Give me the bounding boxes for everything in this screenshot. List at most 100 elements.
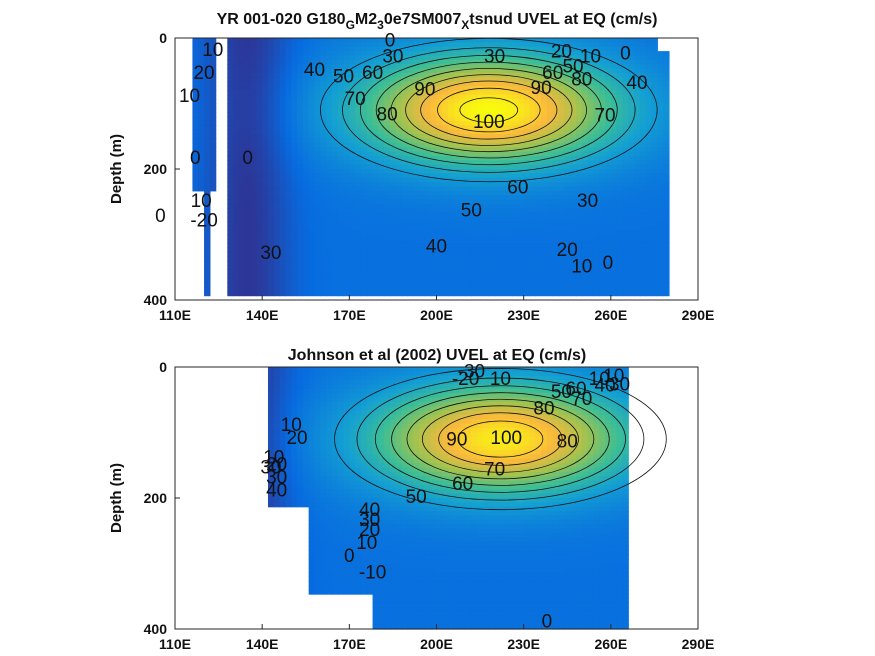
field-cell [523, 64, 531, 70]
field-cell [360, 208, 368, 214]
field-cell [302, 449, 310, 455]
field-cell [314, 151, 321, 157]
field-cell [599, 142, 606, 148]
field-cell [308, 190, 316, 196]
field-cell [291, 51, 298, 57]
field-cell [279, 125, 287, 131]
field-cell [238, 51, 246, 57]
field-cell [204, 251, 211, 257]
field-cell [453, 107, 461, 113]
field-cell [355, 147, 362, 153]
field-cell [349, 234, 356, 240]
field-cell [343, 269, 350, 275]
field-cell [308, 576, 316, 582]
field-cell [477, 68, 484, 74]
field-cell [575, 247, 583, 253]
field-cell [238, 68, 246, 74]
field-cell [337, 103, 345, 109]
field-cell [291, 77, 298, 83]
field-cell [500, 125, 507, 131]
field-cell [279, 221, 287, 227]
field-cell [599, 64, 606, 70]
field-cell [512, 221, 519, 227]
field-cell [506, 247, 513, 253]
field-cell [209, 155, 217, 161]
field-cell [192, 169, 199, 174]
field-cell [419, 42, 426, 48]
field-cell [552, 269, 560, 275]
field-cell [267, 151, 275, 157]
field-cell [390, 46, 397, 52]
field-cell [564, 77, 571, 83]
field-cell [535, 273, 542, 279]
field-cell [622, 186, 629, 192]
field-cell [581, 282, 589, 288]
field-cell [326, 107, 333, 113]
field-cell [349, 265, 356, 271]
field-cell [291, 234, 298, 240]
field-cell [279, 86, 287, 91]
field-cell [262, 160, 269, 166]
field-cell [477, 230, 484, 236]
field-cell [465, 112, 472, 118]
field-cell [477, 155, 484, 161]
field-cell [337, 77, 345, 83]
field-cell [244, 134, 252, 140]
field-cell [529, 42, 536, 48]
field-cell [512, 59, 519, 65]
field-cell [360, 107, 368, 113]
field-cell [639, 116, 647, 122]
field-cell [320, 155, 327, 161]
field-cell [587, 234, 594, 240]
field-cell [267, 164, 275, 170]
field-cell [395, 243, 403, 249]
field-cell [297, 55, 304, 61]
field-cell [256, 251, 263, 257]
field-cell [517, 269, 525, 275]
field-cell [349, 134, 356, 140]
field-cell [558, 238, 565, 244]
field-cell [256, 103, 263, 109]
field-cell [413, 107, 420, 113]
field-cell [198, 68, 205, 74]
field-cell [593, 134, 600, 140]
x-tick-label: 290E [682, 307, 715, 323]
field-cell [360, 217, 368, 222]
field-cell [302, 164, 310, 170]
field-cell [378, 142, 385, 148]
field-cell [238, 225, 246, 231]
field-cell [378, 99, 385, 105]
field-cell [628, 90, 635, 96]
field-cell [233, 46, 240, 52]
field-cell [523, 217, 531, 222]
field-cell [198, 103, 205, 109]
field-cell [459, 142, 467, 148]
field-cell [192, 129, 199, 135]
field-cell [546, 260, 554, 266]
field-cell [407, 291, 414, 297]
field-cell [651, 38, 658, 43]
field-cell [395, 273, 403, 279]
field-cell [465, 208, 472, 214]
field-cell [366, 243, 374, 249]
field-cell [634, 243, 641, 249]
field-cell [395, 107, 403, 113]
field-cell [291, 282, 298, 288]
field-cell [331, 164, 339, 170]
field-cell [413, 186, 420, 192]
field-cell [575, 138, 583, 144]
field-cell [663, 169, 670, 174]
field-cell [651, 86, 658, 91]
field-cell [395, 81, 403, 87]
field-cell [308, 90, 316, 96]
field-cell [256, 90, 263, 96]
field-cell [326, 247, 333, 253]
field-cell [326, 64, 333, 70]
field-cell [279, 484, 287, 490]
field-cell [657, 142, 664, 148]
field-cell [262, 199, 269, 205]
field-cell [645, 160, 653, 166]
field-cell [378, 116, 385, 122]
field-cell [552, 260, 560, 266]
field-cell [204, 230, 211, 236]
